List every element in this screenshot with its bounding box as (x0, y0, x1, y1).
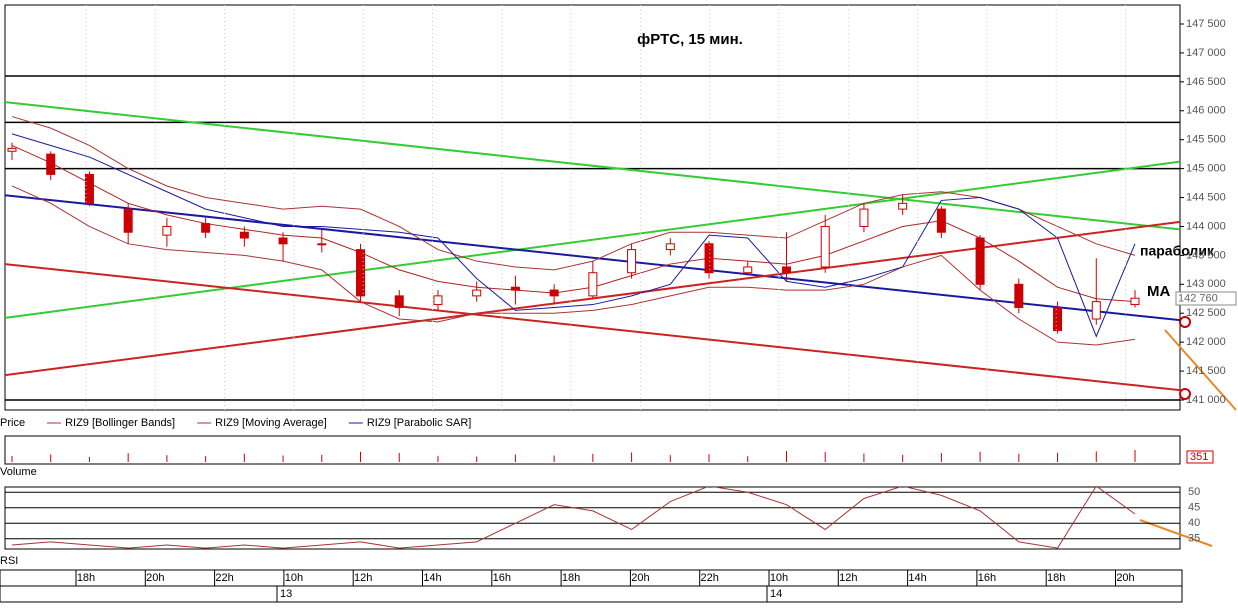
x-tick-label: 16h (978, 572, 996, 584)
candle-body (239, 231, 249, 239)
candle-body (123, 208, 133, 233)
y-tick-label: 144 500 (1186, 191, 1226, 203)
volume-label: 351 (1190, 451, 1208, 463)
trend-line (5, 160, 1180, 319)
y-tick-label: 143 500 (1186, 249, 1226, 261)
candle-body (781, 266, 791, 274)
candle-body (859, 208, 869, 227)
rsi-panel (4, 486, 1181, 550)
annotation: MA (1147, 283, 1170, 300)
candle-body (433, 295, 443, 306)
candle-body (1130, 297, 1140, 306)
y-tick-label: 147 000 (1186, 47, 1226, 59)
x-tick-label: 20h (146, 572, 164, 584)
candle-body (975, 237, 985, 285)
panel-title: Volume (0, 466, 37, 478)
y-tick-label: 146 500 (1186, 76, 1226, 88)
x-tick-label: 12h (354, 572, 372, 584)
candle-body (46, 153, 56, 175)
indicator-line (11, 116, 1136, 271)
candle-body (7, 147, 17, 152)
indicator-line (11, 185, 1136, 346)
candle-body (1091, 301, 1101, 320)
x-tick-label: 18h (562, 572, 580, 584)
x-tick-label: 18h (77, 572, 95, 584)
candle-body (278, 237, 288, 245)
legend-label: RIZ9 [Parabolic SAR] (367, 417, 472, 429)
arrow (1164, 329, 1237, 411)
x-tick-label: 22h (701, 572, 719, 584)
price-box (1175, 291, 1237, 306)
candle-body (704, 243, 714, 274)
rsi-plot (5, 487, 1180, 549)
day-label: 13 (280, 588, 292, 600)
main-plot (5, 75, 1180, 401)
chart-title: фРТС, 15 мин. (637, 31, 743, 48)
y-tick-label: 146 000 (1186, 105, 1226, 117)
day-label: 14 (770, 588, 782, 600)
x-tick-label: 14h (423, 572, 441, 584)
trend-line (5, 263, 1180, 392)
candle-body (394, 295, 404, 308)
candle-body (936, 208, 946, 233)
legend-label: RIZ9 [Bollinger Bands] (65, 417, 175, 429)
x-tick-label: 12h (839, 572, 857, 584)
candle-body (743, 266, 753, 274)
candle-body (162, 225, 172, 236)
candle-body (627, 249, 637, 274)
y-tick-label: 142 500 (1186, 307, 1226, 319)
x-tick-label: 20h (1116, 572, 1134, 584)
annotation: параболик (1140, 243, 1215, 259)
trend-line (5, 194, 1180, 322)
x-tick-label: 20h (631, 572, 649, 584)
y-tick-label: 142 000 (1186, 336, 1226, 348)
y-tick-label: 145 500 (1186, 134, 1226, 146)
candle-body (1014, 283, 1024, 308)
legend-label: RIZ9 [Moving Average] (215, 417, 327, 429)
candle-body (317, 243, 327, 246)
panel-title: RSI (0, 555, 18, 567)
rsi-line (11, 487, 1136, 549)
y-tick-label: 141 000 (1186, 394, 1226, 406)
marker (1179, 388, 1191, 400)
candle-body (201, 223, 211, 233)
x-tick-label: 18h (1047, 572, 1065, 584)
candle-body (898, 202, 908, 210)
candle-body (820, 225, 830, 268)
y-tick-label: 144 000 (1186, 220, 1226, 232)
x-tick-label: 22h (215, 572, 233, 584)
y-tick-label: 145 000 (1186, 163, 1226, 175)
marker (1179, 316, 1191, 328)
candle-body (665, 243, 675, 251)
x-tick-label: 16h (493, 572, 511, 584)
candle-body (510, 286, 520, 291)
volume-box (1186, 450, 1214, 464)
x-tick-label: 10h (285, 572, 303, 584)
candle-body (549, 289, 559, 297)
candle-body (588, 272, 598, 297)
rsi-tick-label: 40 (1188, 517, 1200, 529)
y-tick-label: 147 500 (1186, 18, 1226, 30)
x-tick-label: 14h (908, 572, 926, 584)
candle-body (472, 289, 482, 297)
rsi-tick-label: 50 (1188, 486, 1200, 498)
y-tick-label: 141 500 (1186, 365, 1226, 377)
last-price: 142 760 (1178, 292, 1218, 304)
legend-label: Price (0, 417, 25, 429)
x-tick-label: 10h (770, 572, 788, 584)
y-tick-label: 143 000 (1186, 278, 1226, 290)
candle-body (356, 249, 366, 297)
arrow (1139, 519, 1213, 547)
candle-body (84, 173, 94, 204)
main-panel (4, 4, 1181, 411)
rsi-tick-label: 45 (1188, 502, 1200, 514)
indicator-line (11, 145, 1136, 303)
indicator-line (11, 133, 1136, 338)
candle-body (1053, 306, 1063, 332)
trend-line (5, 101, 1180, 231)
rsi-tick-label: 35 (1188, 533, 1200, 545)
